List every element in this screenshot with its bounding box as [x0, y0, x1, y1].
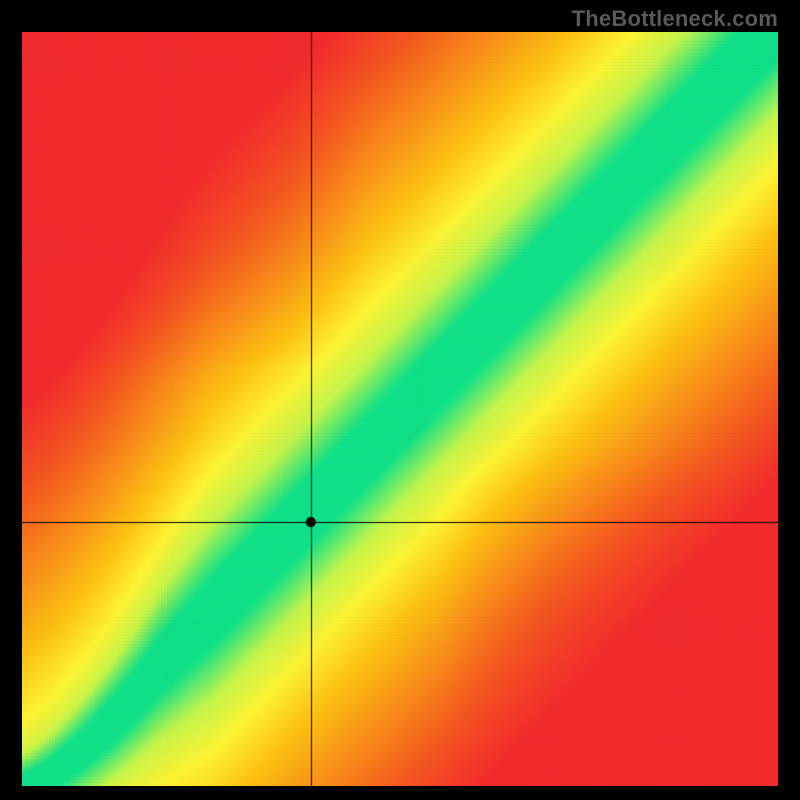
- bottleneck-heatmap: [22, 32, 778, 786]
- attribution-label: TheBottleneck.com: [572, 6, 778, 32]
